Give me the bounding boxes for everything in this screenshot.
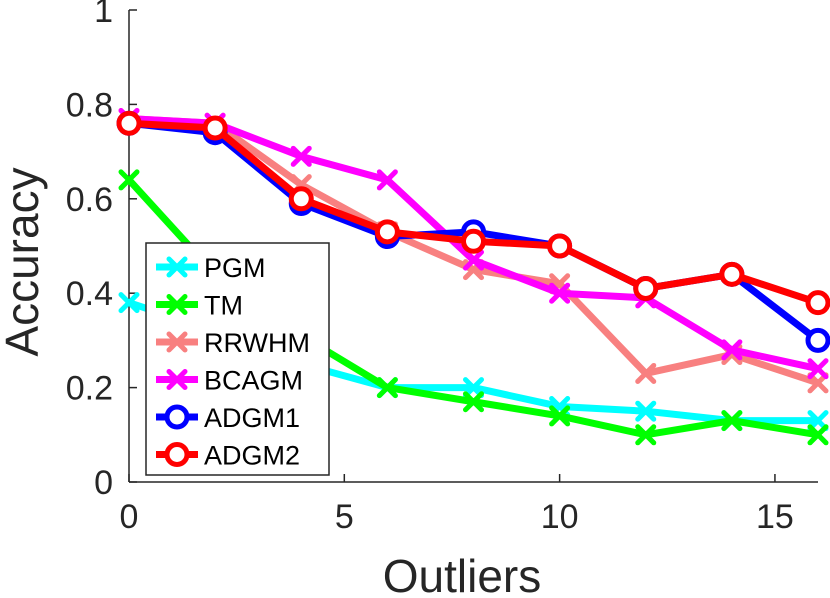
legend-item-adgm2: ADGM2 <box>156 441 300 471</box>
y-tick-label: 0.2 <box>66 370 113 408</box>
legend-item-rrwhm: RRWHM <box>156 328 310 358</box>
x-tick-label: 5 <box>335 498 354 536</box>
data-point-tm <box>721 410 743 432</box>
y-tick-label: 0.8 <box>66 86 113 124</box>
x-tick-label: 10 <box>541 498 579 536</box>
legend-marker-adgm2 <box>164 442 190 467</box>
legend-marker-bcagm <box>166 369 188 390</box>
legend-label-pgm: PGM <box>204 253 266 283</box>
series-layer <box>116 108 830 446</box>
data-point-rrwhm <box>635 362 657 384</box>
legend-box <box>145 242 330 476</box>
data-point-tm <box>807 424 829 446</box>
data-point-bcagm <box>290 145 312 167</box>
axes: 0 5 10 15 0 0.2 0.4 0.6 0.8 1 <box>66 0 818 536</box>
legend-marker-tm <box>166 294 188 315</box>
legend-item-pgm: PGM <box>156 253 266 283</box>
data-point-adgm2 <box>116 110 142 136</box>
data-point-adgm2 <box>374 219 400 245</box>
data-point-adgm2 <box>719 261 745 287</box>
data-point-pgm <box>118 292 140 314</box>
legend-marker-adgm1 <box>164 404 190 430</box>
legend-item-tm: TM <box>156 291 243 321</box>
data-point-tm <box>376 377 398 399</box>
y-tick-label: 1 <box>94 0 113 30</box>
data-point-tm <box>635 424 657 446</box>
x-axis-title: Outliers <box>383 550 541 598</box>
data-point-tm <box>549 405 571 427</box>
series-adgm2 <box>116 110 830 316</box>
y-axis-title: Accuracy <box>0 167 48 356</box>
data-point-adgm2 <box>633 275 659 301</box>
legend-label-adgm1: ADGM1 <box>204 403 300 433</box>
data-point-bcagm <box>549 282 571 304</box>
y-tick-label: 0.6 <box>66 181 113 219</box>
data-point-bcagm <box>463 249 484 271</box>
y-tick-label: 0.4 <box>66 275 113 313</box>
legend: PGM TM RRWHM BCAGM ADGM1 ADGM2 <box>145 242 330 476</box>
legend-item-adgm1: ADGM1 <box>156 403 300 433</box>
legend-item-bcagm: BCAGM <box>156 366 303 396</box>
data-point-adgm2 <box>805 290 830 316</box>
y-tick-label: 0 <box>94 464 113 502</box>
legend-label-bcagm: BCAGM <box>204 366 303 396</box>
x-tick-label: 0 <box>120 498 139 536</box>
data-point-adgm1 <box>805 327 830 353</box>
legend-marker-pgm <box>166 256 188 278</box>
x-tick-label: 15 <box>756 498 794 536</box>
data-point-pgm <box>635 400 657 422</box>
legend-marker-rrwhm <box>166 331 188 353</box>
data-point-adgm2 <box>288 186 314 212</box>
data-point-tm <box>463 391 484 413</box>
legend-label-rrwhm: RRWHM <box>204 328 310 358</box>
data-point-adgm2 <box>461 228 486 254</box>
legend-label-tm: TM <box>204 291 243 321</box>
data-point-adgm2 <box>202 115 228 141</box>
data-point-bcagm <box>807 358 829 380</box>
data-point-bcagm <box>721 339 743 361</box>
data-point-bcagm <box>376 169 398 191</box>
data-point-tm <box>118 169 140 191</box>
legend-label-adgm2: ADGM2 <box>204 441 300 471</box>
data-point-adgm2 <box>547 233 573 259</box>
